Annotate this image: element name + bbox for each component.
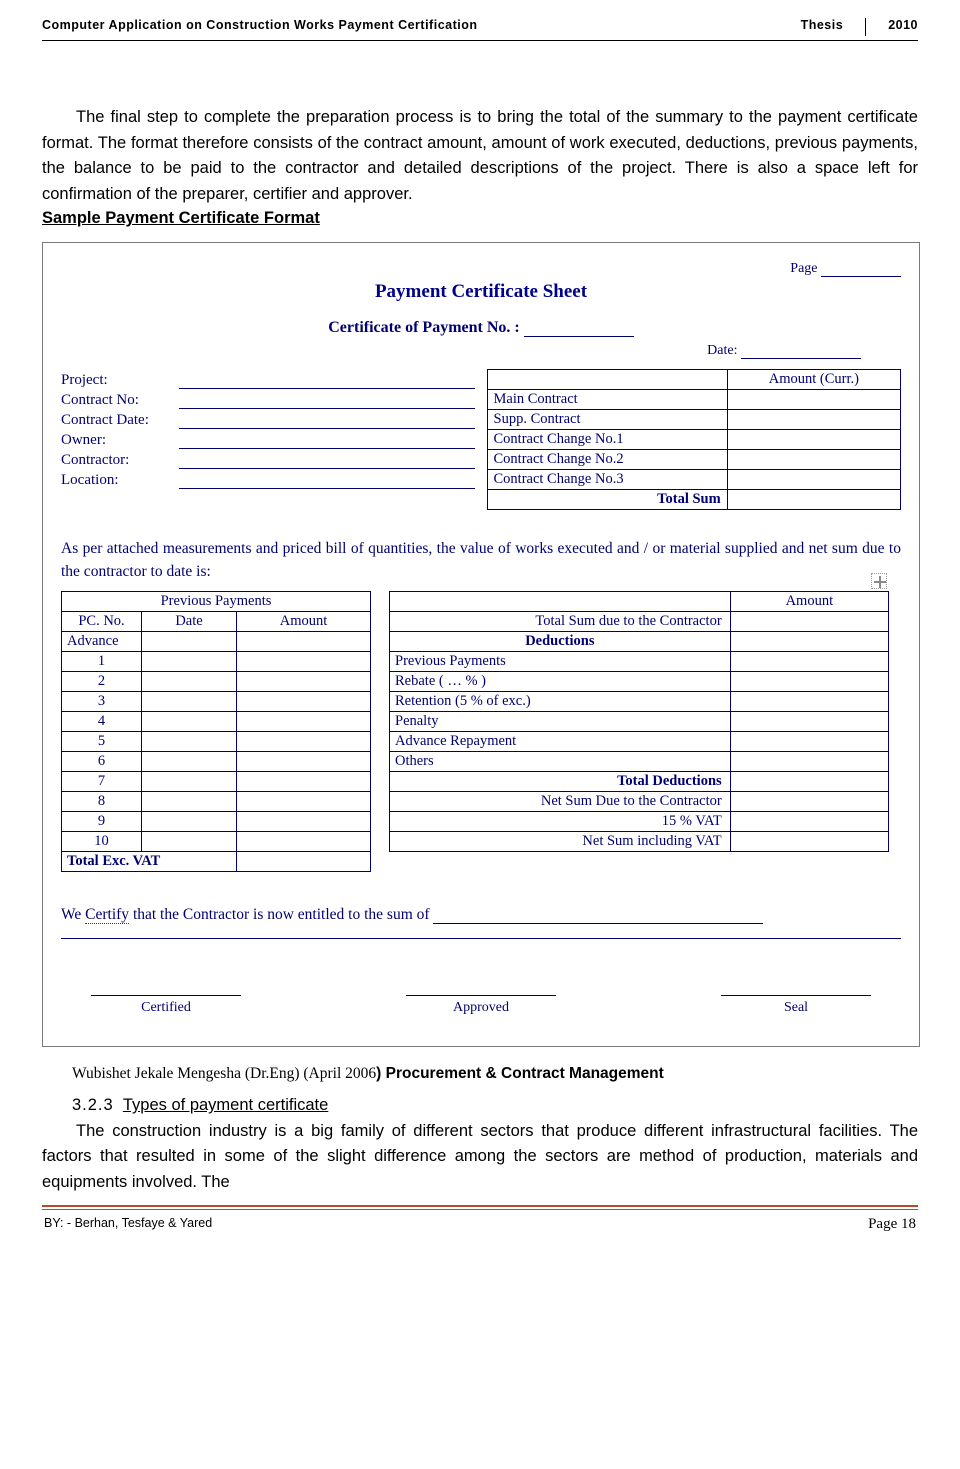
- deductions-table: Amount Total Sum due to the Contractor D…: [389, 591, 889, 852]
- payment-certificate-figure: Page Payment Certificate Sheet Certifica…: [42, 242, 920, 1047]
- reference-citation: Wubishet Jekale Mengesha (Dr.Eng) (April…: [72, 1065, 918, 1083]
- signature-row: Certified Approved Seal: [91, 995, 871, 1016]
- project-info-block: Project: Contract No: Contract Date: Own…: [61, 369, 475, 489]
- footer-rule-thin: [42, 1209, 918, 1210]
- prev-row: 10: [62, 832, 142, 852]
- contract-header: Amount (Curr.): [727, 370, 900, 390]
- prev-row: 7: [62, 772, 142, 792]
- body-paragraph-1: The final step to complete the preparati…: [42, 105, 918, 207]
- certificate-number-label: Certificate of Payment No. :: [61, 319, 901, 337]
- proj-label-location: Location:: [61, 472, 179, 489]
- prev-col-amount: Amount: [237, 612, 371, 632]
- prev-row: 3: [62, 692, 142, 712]
- footer-page: Page 18: [868, 1216, 916, 1233]
- header-rule: [42, 40, 918, 41]
- proj-label-project: Project:: [61, 372, 179, 389]
- page-footer: BY: - Berhan, Tesfaye & Yared Page 18: [42, 1216, 918, 1243]
- prev-row: 1: [62, 652, 142, 672]
- proj-label-contractno: Contract No:: [61, 392, 179, 409]
- prev-row: 6: [62, 752, 142, 772]
- ded-row: Total Sum due to the Contractor: [390, 612, 731, 632]
- ded-row: Penalty: [390, 712, 731, 732]
- ded-row: Others: [390, 752, 731, 772]
- figure-date-label: Date:: [61, 343, 861, 359]
- certify-underline: [61, 938, 901, 939]
- prev-advance: Advance: [62, 632, 142, 652]
- sig-certified: Certified: [141, 1000, 191, 1015]
- header-year: 2010: [888, 18, 918, 36]
- ded-row: Net Sum Due to the Contractor: [390, 792, 731, 812]
- figure-paragraph: As per attached measurements and priced …: [61, 538, 901, 583]
- ded-row: Total Deductions: [390, 772, 731, 792]
- figure-title: Payment Certificate Sheet: [61, 281, 901, 303]
- ded-row: Previous Payments: [390, 652, 731, 672]
- prev-row: 5: [62, 732, 142, 752]
- header-separator: [865, 18, 866, 36]
- contract-row: Contract Change No.1: [487, 430, 727, 450]
- ded-row: 15 % VAT: [390, 812, 731, 832]
- proj-label-contractdate: Contract Date:: [61, 412, 179, 429]
- section-title: Sample Payment Certificate Format: [42, 209, 918, 228]
- ded-row: Retention (5 % of exc.): [390, 692, 731, 712]
- ded-amount-header: Amount: [730, 592, 888, 612]
- body-paragraph-2: The construction industry is a big famil…: [42, 1119, 918, 1196]
- prev-row: 9: [62, 812, 142, 832]
- contract-amount-table: Amount (Curr.) Main Contract Supp. Contr…: [487, 369, 902, 510]
- prev-header: Previous Payments: [62, 592, 371, 612]
- page-header: Computer Application on Construction Wor…: [42, 18, 918, 36]
- prev-total: Total Exc. VAT: [62, 852, 237, 872]
- proj-label-owner: Owner:: [61, 432, 179, 449]
- prev-row: 4: [62, 712, 142, 732]
- proj-label-contractor: Contractor:: [61, 452, 179, 469]
- prev-col-pcno: PC. No.: [62, 612, 142, 632]
- header-thesis: Thesis: [801, 18, 844, 36]
- sig-seal: Seal: [784, 1000, 808, 1015]
- previous-payments-table: Previous Payments PC. No. Date Amount Ad…: [61, 591, 371, 872]
- figure-page-label: Page: [61, 261, 901, 277]
- footer-authors: BY: - Berhan, Tesfaye & Yared: [44, 1216, 212, 1233]
- prev-row: 2: [62, 672, 142, 692]
- ded-row: Net Sum including VAT: [390, 832, 731, 852]
- ded-row: Rebate ( … % ): [390, 672, 731, 692]
- contract-row: Main Contract: [487, 390, 727, 410]
- footer-rule-thick: [42, 1205, 918, 1207]
- certify-statement: We Certify that the Contractor is now en…: [61, 906, 901, 924]
- contract-total: Total Sum: [487, 490, 727, 510]
- contract-row: Contract Change No.2: [487, 450, 727, 470]
- anchor-icon: [871, 573, 887, 589]
- ded-row: Deductions: [390, 632, 731, 652]
- sig-approved: Approved: [453, 1000, 509, 1015]
- prev-row: 8: [62, 792, 142, 812]
- prev-col-date: Date: [142, 612, 237, 632]
- ded-row: Advance Repayment: [390, 732, 731, 752]
- contract-row: Contract Change No.3: [487, 470, 727, 490]
- header-title: Computer Application on Construction Wor…: [42, 18, 478, 36]
- contract-row: Supp. Contract: [487, 410, 727, 430]
- subsection-heading: 3.2.3 Types of payment certificate: [72, 1093, 918, 1119]
